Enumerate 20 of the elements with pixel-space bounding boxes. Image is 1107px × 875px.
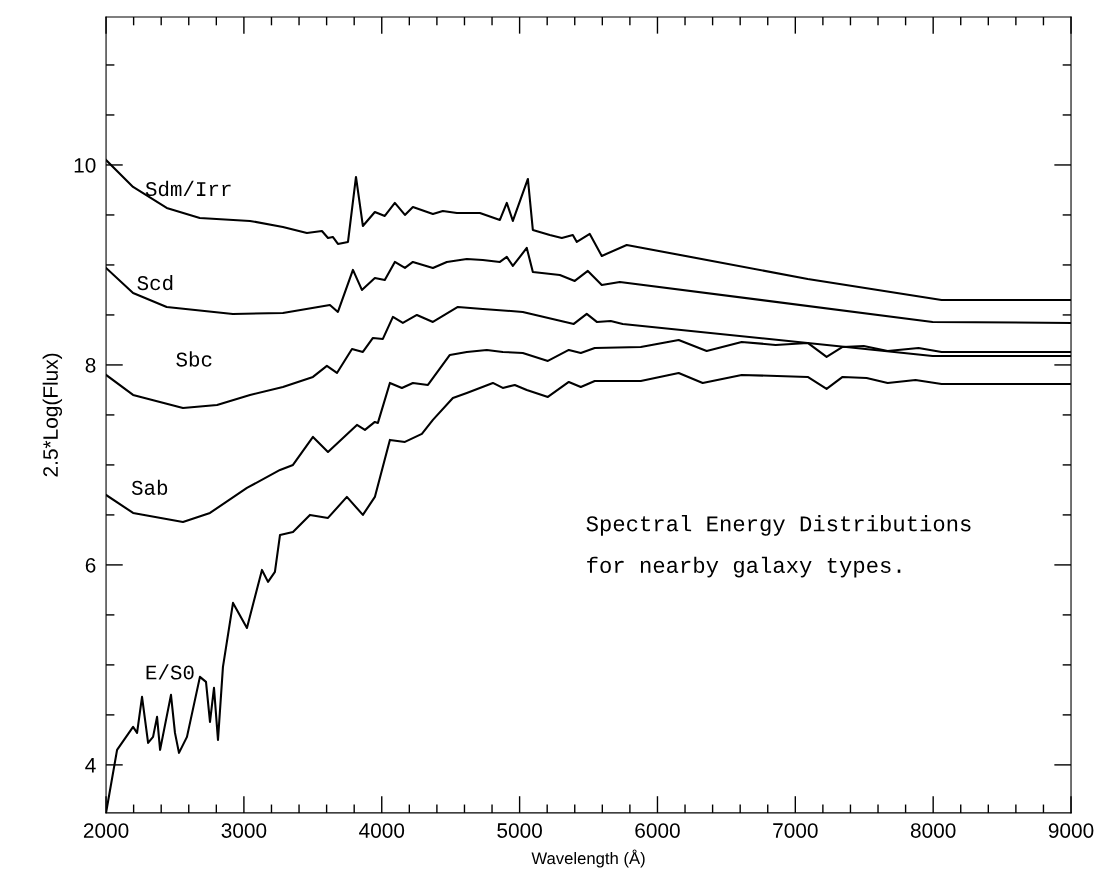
y-axis-title: 2.5*Log(Flux) bbox=[42, 353, 63, 477]
series-label: Sbc bbox=[176, 351, 212, 367]
y-tick-label: 6 bbox=[85, 557, 96, 573]
series-label: Sdm/Irr bbox=[145, 180, 231, 197]
x-tick-label: 3000 bbox=[221, 823, 267, 838]
annotation: Spectral Energy Distributions for nearby galaxy types. bbox=[586, 515, 971, 578]
series-label: Scd bbox=[137, 274, 173, 291]
x-tick-label: 8000 bbox=[910, 823, 956, 838]
y-tick-label: 4 bbox=[85, 758, 96, 773]
x-axis-title: Wavelength (Å) bbox=[531, 849, 645, 868]
x-tick-label: 2000 bbox=[83, 823, 129, 838]
x-tick-label: 5000 bbox=[497, 823, 542, 838]
series-label: E/S0 bbox=[146, 664, 194, 680]
y-tick-label: 10 bbox=[74, 157, 96, 173]
x-tick-label: 7000 bbox=[773, 823, 818, 838]
y-tick-label: 8 bbox=[85, 357, 96, 373]
x-tick-label: 9000 bbox=[1048, 823, 1094, 838]
x-tick-label: 6000 bbox=[635, 823, 680, 838]
x-tick-label: 4000 bbox=[359, 823, 405, 838]
series-label: Sab bbox=[131, 479, 168, 495]
